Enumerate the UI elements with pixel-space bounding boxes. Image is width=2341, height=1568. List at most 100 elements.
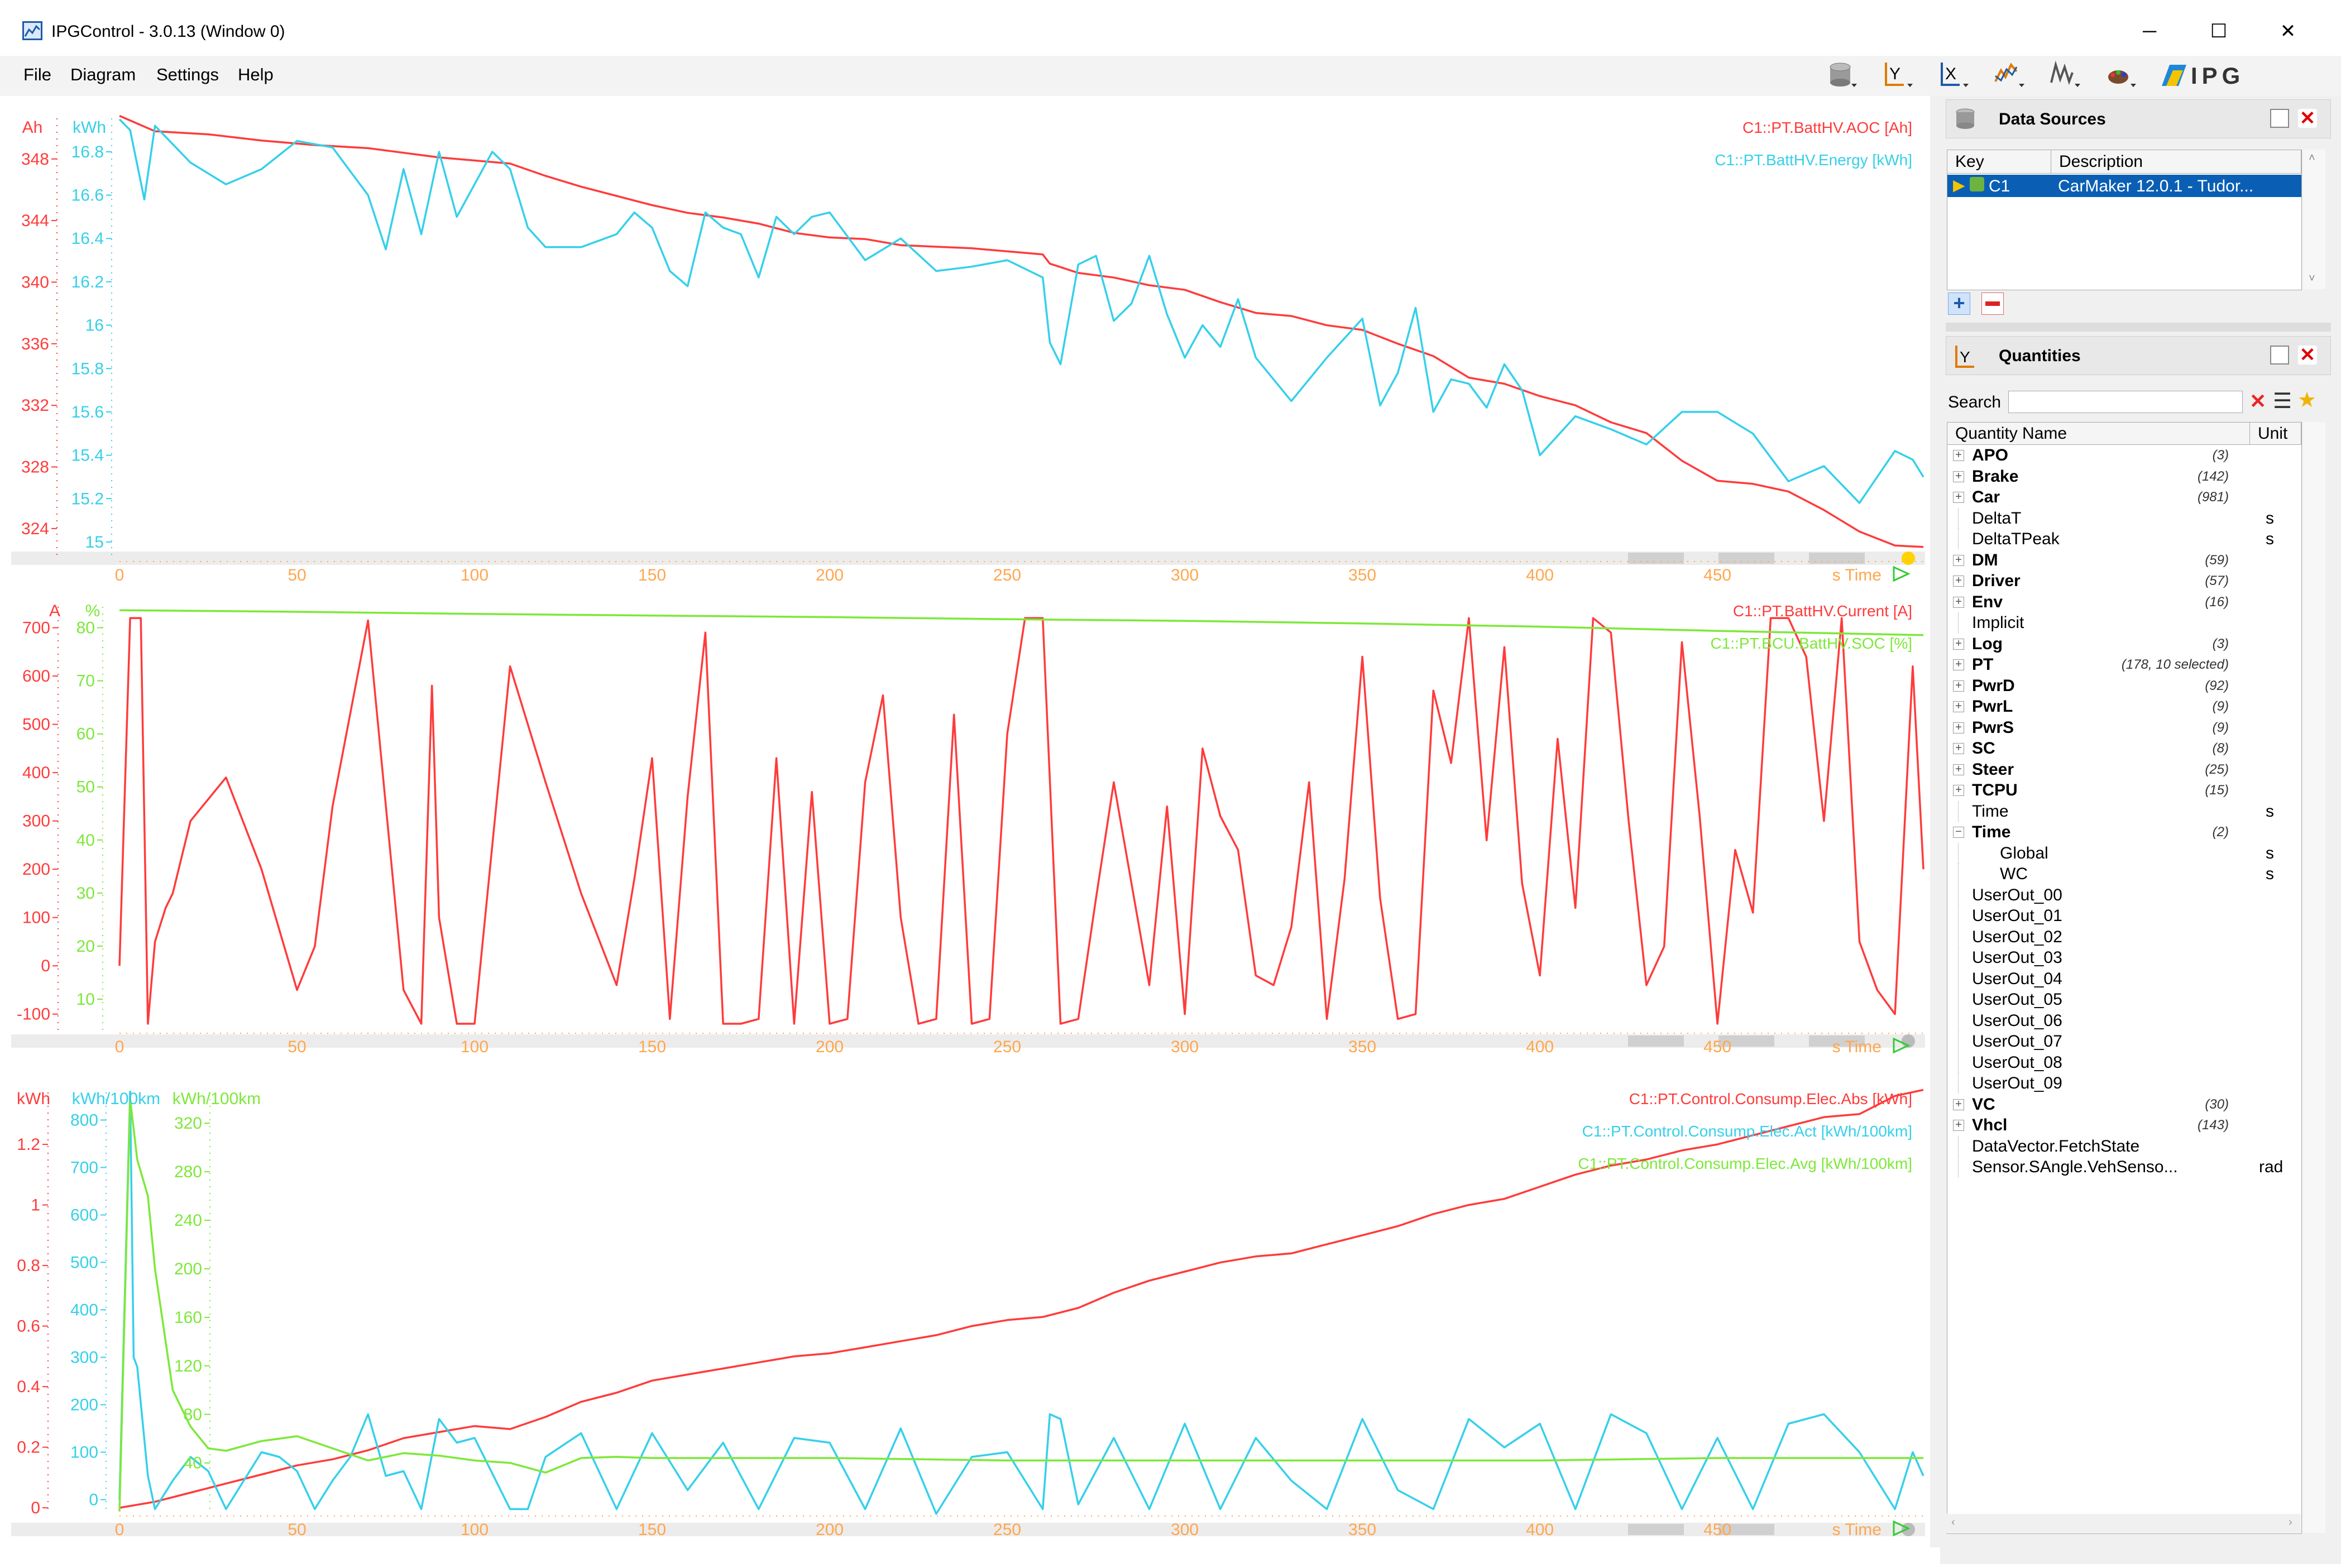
quantity-row[interactable]: + TCPU (15) [1947, 780, 2301, 801]
quantity-row[interactable]: + Car (981) [1947, 487, 2301, 508]
quantity-row[interactable]: + Vhcl (143) [1947, 1115, 2301, 1136]
signal-icon[interactable] [2049, 59, 2083, 93]
quantity-row[interactable]: − Time (2) [1947, 822, 2301, 843]
maximize-button[interactable]: ☐ [2210, 21, 2228, 42]
expand-icon[interactable]: + [1953, 638, 1964, 650]
quantity-row[interactable]: + DM (59) [1947, 550, 2301, 571]
column-quantity-name[interactable]: Quantity Name [1947, 423, 2250, 445]
undock-button[interactable] [2270, 346, 2289, 365]
quantity-row[interactable]: UserOut_04 [1947, 968, 2301, 990]
quantity-row[interactable]: + VC (30) [1947, 1094, 2301, 1115]
quantity-row[interactable]: + PwrL (9) [1947, 696, 2301, 717]
quantity-row[interactable]: + SC (8) [1947, 738, 2301, 759]
y-tick-label: 320 [174, 1114, 202, 1133]
chart-style-icon[interactable] [1993, 59, 2027, 93]
quantity-row[interactable]: DeltaT s [1947, 507, 2301, 529]
panel-splitter[interactable] [1946, 323, 2331, 332]
quantity-row[interactable]: UserOut_08 [1947, 1052, 2301, 1073]
x-tick-label: 250 [993, 1038, 1021, 1056]
quantity-row[interactable]: + Log (3) [1947, 634, 2301, 655]
expand-icon[interactable]: + [1953, 742, 1964, 754]
clear-search-icon[interactable]: ✕ [2249, 390, 2267, 413]
panel-close-button[interactable]: ✕ [2298, 109, 2317, 128]
quantity-row[interactable]: UserOut_06 [1947, 1010, 2301, 1032]
expand-icon[interactable]: + [1953, 680, 1964, 692]
charts-canvas[interactable]: 0 50 100 150 200 250 300 350 400 450 s Time3483443… [0, 96, 1930, 1564]
quantity-row[interactable]: DataVector.FetchState [1947, 1135, 2301, 1157]
list-view-icon[interactable]: ☰ [2273, 390, 2292, 413]
quantity-row[interactable]: + Steer (25) [1947, 759, 2301, 780]
quantity-row[interactable]: + PwrS (9) [1947, 717, 2301, 739]
quantity-row[interactable]: WC s [1947, 864, 2301, 885]
quantity-row[interactable]: + APO (3) [1947, 445, 2301, 466]
quantities-scrollbar[interactable] [2303, 422, 2325, 1533]
quantity-row[interactable]: UserOut_01 [1947, 905, 2301, 927]
quantity-row[interactable]: Implicit [1947, 612, 2301, 634]
y-tick-label: 300 [70, 1349, 98, 1367]
quantity-row[interactable]: + PT (178, 10 selected) [1947, 654, 2301, 675]
quantity-row[interactable]: Sensor.SAngle.VehSenso... rad [1947, 1157, 2301, 1178]
search-input[interactable] [2008, 391, 2243, 413]
quantity-name: WC [2000, 865, 2028, 883]
color-palette-icon[interactable] [2105, 59, 2138, 93]
y-axis-icon[interactable]: Y [1882, 59, 1915, 93]
expand-icon[interactable]: + [1953, 722, 1964, 733]
horizontal-scrollbar[interactable]: ‹ › [1947, 1514, 2301, 1533]
play-icon [1893, 1037, 1911, 1054]
quantity-row[interactable]: UserOut_03 [1947, 947, 2301, 968]
expand-icon[interactable]: + [1953, 449, 1964, 461]
close-button[interactable]: ✕ [2280, 21, 2296, 42]
y-tick-label: 300 [22, 812, 50, 831]
data-sources-scrollbar[interactable]: ˄ ˅ [2303, 150, 2325, 289]
y-tick-label: 40 [184, 1454, 202, 1473]
quantity-row[interactable]: UserOut_02 [1947, 926, 2301, 948]
expand-icon[interactable]: + [1953, 1119, 1964, 1131]
quantity-name: UserOut_06 [1972, 1011, 2062, 1030]
undock-button[interactable] [2270, 109, 2289, 128]
expand-icon[interactable]: + [1953, 764, 1964, 775]
data-source-key: C1 [1989, 177, 2010, 195]
data-source-row[interactable]: ▶ C1 CarMaker 12.0.1 - Tudor... [1947, 175, 2301, 197]
favorites-star-icon[interactable]: ★ [2297, 389, 2317, 412]
expand-icon[interactable]: + [1953, 471, 1964, 482]
series-line [119, 1089, 1924, 1509]
expand-icon[interactable]: + [1953, 575, 1964, 587]
tree-line [1958, 989, 1959, 1010]
remove-source-button[interactable] [1981, 292, 2004, 315]
quantity-row[interactable]: UserOut_09 [1947, 1073, 2301, 1094]
expand-icon[interactable]: + [1953, 659, 1964, 670]
x-axis-label: s Time [1832, 566, 1882, 584]
quantity-row[interactable]: + Env (16) [1947, 592, 2301, 613]
menu-diagram[interactable]: Diagram [70, 65, 136, 84]
quantity-row[interactable]: Time s [1947, 800, 2301, 822]
quantity-row[interactable]: UserOut_07 [1947, 1031, 2301, 1052]
column-unit[interactable]: Unit [2250, 423, 2301, 445]
quantity-row[interactable]: UserOut_05 [1947, 989, 2301, 1010]
expand-icon[interactable]: + [1953, 596, 1964, 608]
quantity-row[interactable]: UserOut_00 [1947, 884, 2301, 906]
menu-file[interactable]: File [23, 65, 51, 84]
menu-help[interactable]: Help [238, 65, 274, 84]
x-axis-icon[interactable]: X [1937, 59, 1971, 93]
database-icon[interactable] [1826, 59, 1859, 93]
column-key[interactable]: Key [1947, 150, 2051, 174]
panel-close-button[interactable]: ✕ [2298, 346, 2317, 365]
collapse-icon[interactable]: − [1953, 826, 1964, 838]
quantity-row[interactable]: DeltaTPeak s [1947, 529, 2301, 550]
expand-icon[interactable]: + [1953, 1099, 1964, 1110]
expand-icon[interactable]: + [1953, 491, 1964, 503]
quantity-row[interactable]: + Brake (142) [1947, 466, 2301, 487]
quantity-row[interactable]: Global s [1947, 842, 2301, 864]
add-source-button[interactable]: + [1948, 292, 1970, 315]
expand-icon[interactable]: + [1953, 554, 1964, 566]
expand-icon[interactable]: + [1953, 701, 1964, 712]
quantity-row[interactable]: + PwrD (92) [1947, 675, 2301, 697]
splitter[interactable] [1930, 96, 1940, 1547]
menu-settings[interactable]: Settings [156, 65, 219, 84]
x-tick-label: 100 [461, 566, 489, 584]
quantity-row[interactable]: + Driver (57) [1947, 570, 2301, 592]
expand-icon[interactable]: + [1953, 784, 1964, 796]
diagram-panel-1 [11, 107, 1925, 582]
minimize-button[interactable]: ─ [2142, 21, 2157, 42]
column-description[interactable]: Description [2051, 150, 2301, 174]
